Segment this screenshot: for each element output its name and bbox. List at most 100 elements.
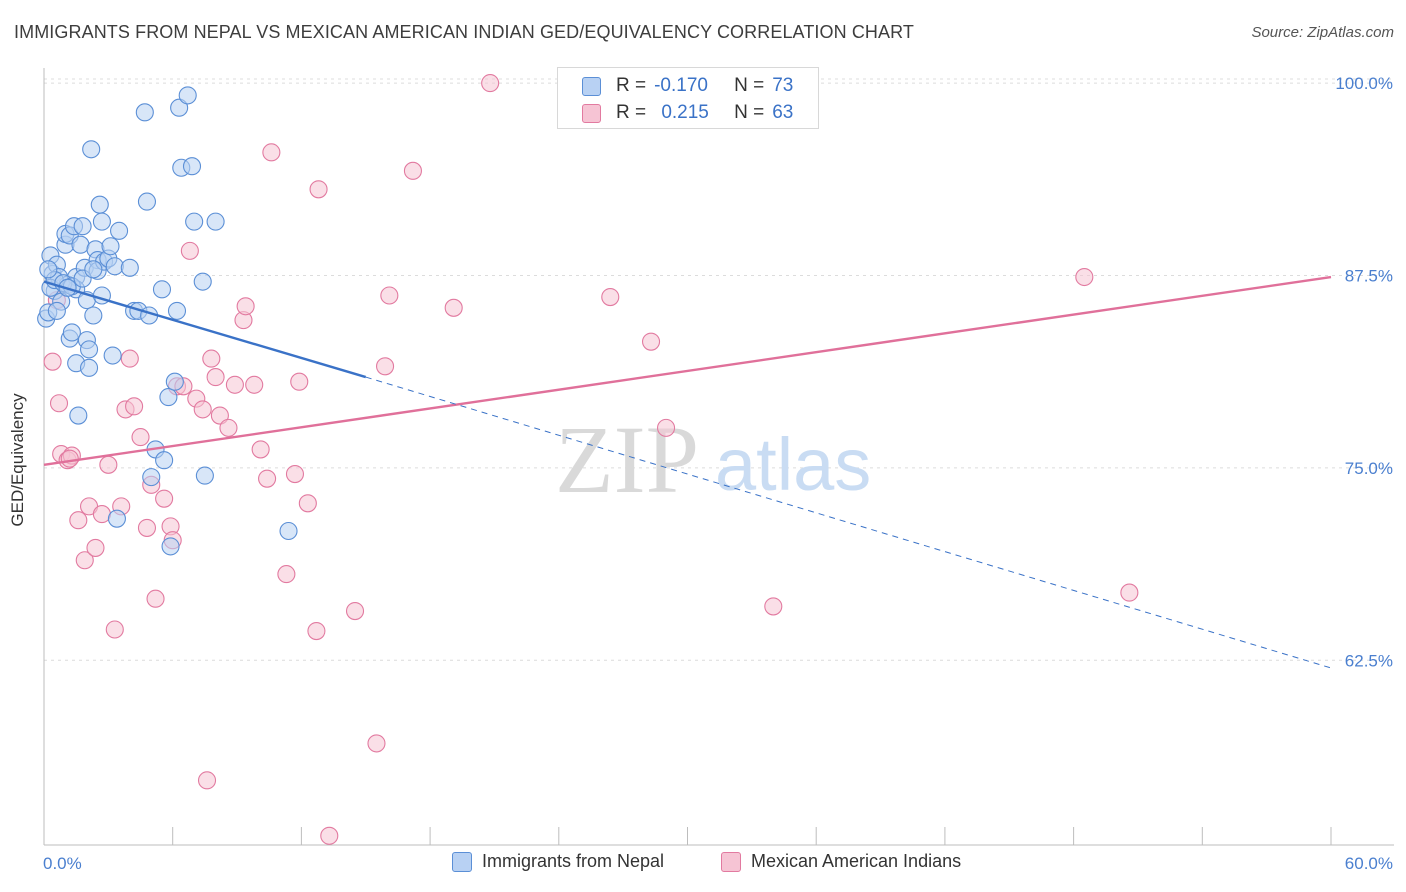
data-point [99,455,118,474]
legend-n-label: N = [734,75,765,96]
data-point [641,332,661,351]
data-point [131,428,150,447]
legend-r-label: R = [616,102,647,123]
trend-line-nepal [43,280,367,379]
data-point [656,418,676,437]
data-point [245,375,264,394]
trend-lines [43,275,1332,669]
data-point [285,464,305,484]
data-point [444,298,463,317]
legend-r-value: 0.215 [661,102,709,123]
data-point [206,212,225,231]
data-point [110,221,129,240]
data-point [75,551,94,570]
legend-item-mexican[interactable]: Mexican American Indians [721,851,961,872]
x-tick-label: 0.0% [43,854,82,873]
data-point [155,489,174,508]
data-point [345,601,365,621]
data-point [764,597,783,616]
data-point [84,260,103,279]
data-point [49,394,69,413]
legend-n-value: 63 [772,102,794,123]
data-point [236,297,255,316]
data-point [125,397,144,416]
data-point [159,388,178,407]
data-point [202,349,221,368]
data-point [1075,267,1094,287]
data-point [161,537,180,556]
data-point [290,372,309,391]
data-point [185,212,204,231]
correlation-legend: R = -0.170 N = 73 R = 0.215 N = 63 [557,67,819,129]
data-point [69,511,88,530]
data-point [307,621,326,641]
data-point [62,323,81,342]
legend-row-nepal: R = -0.170 N = 73 [582,73,793,99]
data-point [120,349,139,368]
data-point [182,157,202,176]
y-tick-label: 62.5% [1345,651,1393,670]
data-point [71,235,90,254]
x-tick-label: 60.0% [1345,854,1393,873]
legend-label-mexican: Mexican American Indians [751,851,962,871]
y-tick-label: 100.0% [1335,74,1393,93]
legend-n-label: N = [734,102,765,123]
data-point [90,195,109,214]
data-point [165,372,184,391]
data-point [135,103,154,122]
data-point [167,301,187,320]
data-point [92,212,111,231]
data-point [101,237,120,256]
data-point [137,192,157,211]
data-point [84,306,103,325]
data-point [137,518,157,537]
data-point [39,260,58,279]
data-point [69,406,88,425]
data-point [105,257,124,276]
data-point [105,620,124,639]
y-tick-label: 75.0% [1345,459,1393,478]
x-tick-labels: 0.0% 60.0% [43,854,1393,873]
source-label: Source: ZipAtlas.com [1251,24,1394,41]
legend-label-nepal: Immigrants from Nepal [482,851,665,871]
data-point [206,368,225,387]
data-point [146,589,165,608]
data-point [210,406,229,425]
data-point [320,826,339,845]
data-point [367,734,386,753]
data-point [152,280,172,299]
data-point [86,538,105,557]
legend-r-value: -0.170 [654,75,708,96]
data-point [92,505,111,524]
gridlines [44,78,1394,661]
chart-title: IMMIGRANTS FROM NEPAL VS MEXICAN AMERICA… [14,22,914,42]
y-tick-labels: 62.5% 75.0% 87.5% 100.0% [1335,74,1393,670]
data-point [180,241,199,260]
watermark: ZIP atlas [555,406,871,513]
data-point [298,494,317,513]
data-point [60,449,79,468]
legend-item-nepal[interactable]: Immigrants from Nepal [452,851,664,872]
data-point [376,357,395,376]
legend-swatch-pink [582,103,601,123]
data-point [197,771,217,790]
series-immigrants-from-nepal [37,86,298,556]
data-point [155,451,174,470]
data-point [79,358,99,377]
data-point [258,469,277,488]
data-point [601,287,620,307]
data-point [120,258,139,277]
y-tick-label: 87.5% [1345,266,1393,285]
data-point [380,286,399,305]
data-point [79,340,99,359]
series-legend: Immigrants from Nepal Mexican American I… [0,851,1406,881]
data-point [481,74,500,93]
data-point [279,521,298,541]
legend-swatch-blue [582,76,601,96]
legend-r-label: R = [616,75,647,96]
data-point [219,418,238,437]
data-point [195,466,214,485]
data-point [309,180,328,199]
data-point [142,468,161,487]
